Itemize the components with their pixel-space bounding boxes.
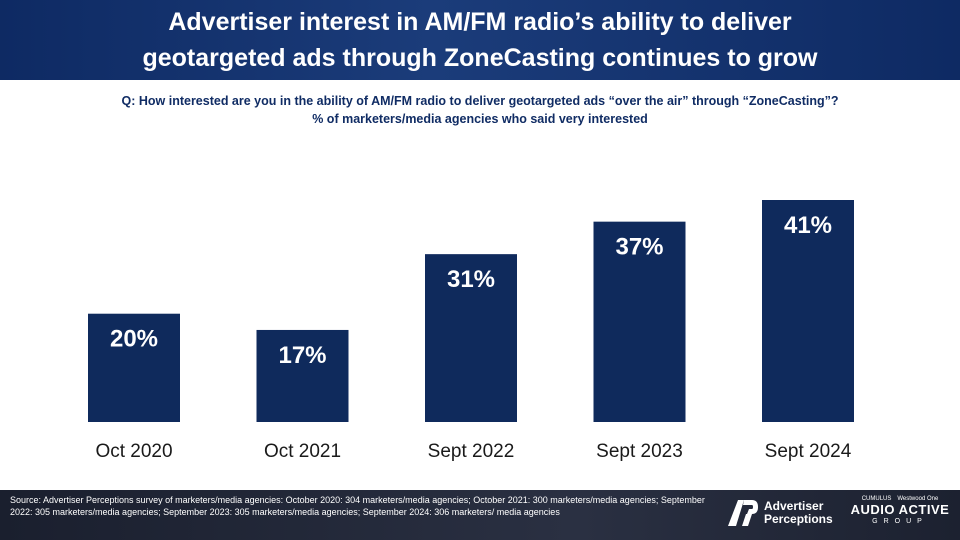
footer-bar: Source: Advertiser Perceptions survey of… [0,490,960,540]
ap-logo-line-2: Perceptions [764,512,833,526]
bar-sept-2024 [762,200,854,422]
survey-question: Q: How interested are you in the ability… [0,92,960,128]
bar-oct-2020 [88,313,180,422]
data-label: 17% [278,342,326,369]
westwood-one-logo-text: Westwood One [897,496,939,502]
audio-active-logo-text: AUDIO ACTIVE [850,502,950,517]
question-line-2: % of marketers/media agencies who said v… [312,112,648,126]
category-label: Sept 2024 [765,441,852,462]
bar-sept-2022 [425,254,517,422]
title-line-1: Advertiser interest in AM/FM radio’s abi… [168,8,792,36]
bar-oct-2021 [256,329,349,422]
category-label: Sept 2023 [596,441,683,462]
cumulus-logo-text: CUMULUS [861,496,892,502]
category-label: Sept 2022 [428,441,515,462]
ap-logo-line-1: Advertiser [764,499,824,513]
page-title: Advertiser interest in AM/FM radio’s abi… [30,4,930,76]
data-label: 41% [784,212,832,239]
bar-sept-2023 [593,221,686,422]
data-label: 20% [110,326,158,353]
question-line-1: Q: How interested are you in the ability… [121,94,839,108]
bar-chart: 20% Oct 2020 17% Oct 2021 31% Sept 2022 37% Sep… [88,200,854,462]
category-label: Oct 2020 [95,441,172,462]
source-note: Source: Advertiser Perceptions survey of… [10,495,705,517]
group-logo-text: GROUP [872,518,928,525]
data-label: 37% [615,234,663,261]
data-label: 31% [447,266,495,293]
ap-logo-icon [728,500,758,526]
title-line-2: geotargeted ads through ZoneCasting cont… [142,44,818,72]
advertiser-perceptions-logo: Advertiser Perceptions [728,500,833,526]
title-banner: Advertiser interest in AM/FM radio’s abi… [0,0,960,80]
category-label: Oct 2021 [264,441,341,462]
audio-active-group-logo: CUMULUS Westwood One AUDIO ACTIVE GROUP [848,495,952,527]
